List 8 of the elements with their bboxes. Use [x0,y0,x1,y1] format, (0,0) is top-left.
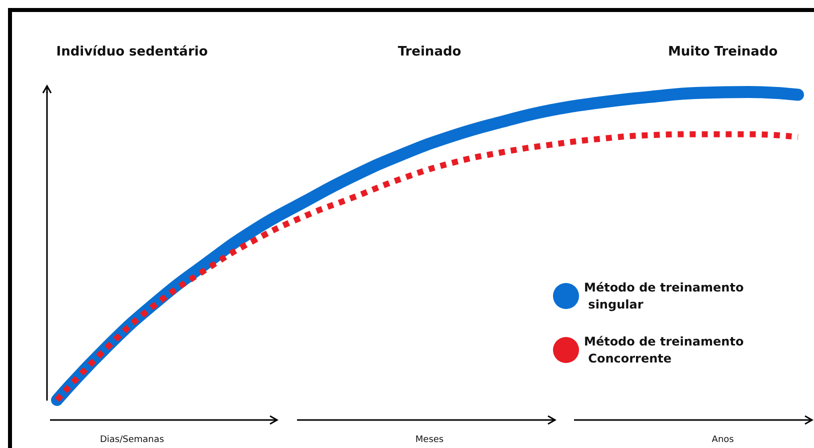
text: Muito Treinado [668,44,778,60]
text: Treinado [398,44,462,60]
text: Indivíduo sedentário [56,44,208,60]
text: Dias/Semanas [100,435,164,445]
text: Anos [712,435,734,445]
text: Meses [415,435,444,445]
legend-label: Método de treinamento Concorrente [584,334,744,366]
legend-label: Método de treinamento singular [584,280,744,312]
